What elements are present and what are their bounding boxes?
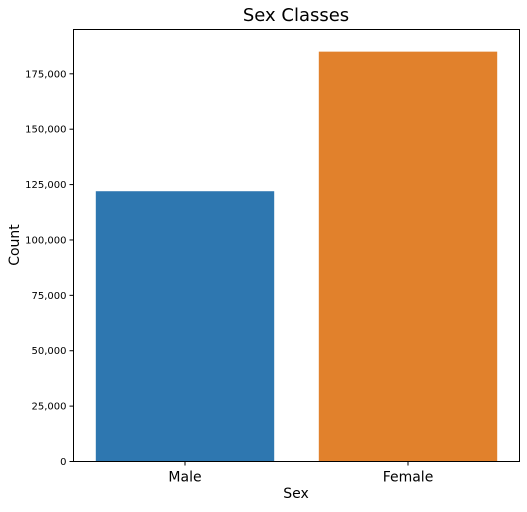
chart-title: Sex Classes [243, 5, 349, 26]
bar-male [95, 191, 275, 462]
y-axis-label: Count [7, 224, 23, 266]
y-axis: 0 25,000 50,000 75,000 100,000 125,000 150,000… [25, 69, 74, 468]
bar-female [318, 51, 498, 462]
y-tick-label: 150,000 [25, 125, 66, 136]
y-tick-label: 175,000 [25, 69, 66, 80]
bars-group [95, 51, 498, 462]
x-axis: Male Female [168, 461, 434, 486]
y-tick-label: 0 [60, 457, 66, 468]
y-tick-label: 75,000 [32, 291, 67, 302]
plot-area [73, 29, 520, 462]
y-tick-label: 50,000 [32, 346, 67, 357]
x-tick-label: Male [168, 470, 201, 486]
y-tick-label: 125,000 [25, 180, 66, 191]
y-tick-label: 25,000 [32, 402, 67, 413]
plot-frame [73, 29, 520, 462]
x-tick-label: Female [383, 470, 434, 486]
y-tick-label: 100,000 [25, 235, 66, 246]
x-axis-label: Sex [283, 486, 309, 502]
